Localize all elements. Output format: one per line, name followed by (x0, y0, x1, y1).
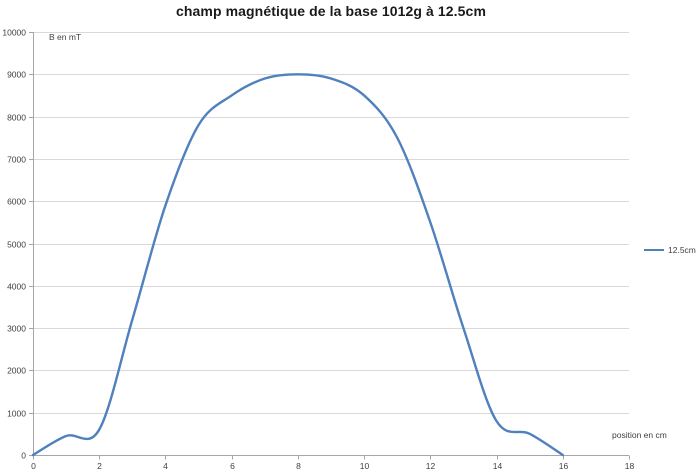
legend: 12.5cm (644, 244, 696, 256)
legend-series-swatch (644, 248, 664, 252)
x-tick-label: 18 (625, 461, 635, 471)
x-tick-label: 8 (296, 461, 301, 471)
series-line (31, 73, 564, 457)
y-tick-label: 4000 (7, 282, 26, 292)
legend-series-label: 12.5cm (668, 245, 696, 255)
y-tick-label: 5000 (7, 240, 26, 250)
x-tick-label: 10 (360, 461, 370, 471)
chart-title: champ magnétique de la base 1012g à 12.5… (175, 3, 486, 19)
y-tick-label: 1000 (7, 409, 26, 419)
y-tick-label: 3000 (7, 324, 26, 334)
x-tick-label: 4 (163, 461, 168, 471)
y-tick-label: 7000 (7, 155, 26, 165)
x-tick-label: 2 (97, 461, 102, 471)
x-tick-label: 12 (426, 461, 436, 471)
y-tick-label: 8000 (7, 113, 26, 123)
y-tick-label: 2000 (7, 366, 26, 376)
x-tick-label: 14 (493, 461, 503, 471)
y-tick-label: 9000 (7, 70, 26, 80)
x-axis-title: position en cm (612, 430, 667, 440)
x-tick-label: 6 (230, 461, 235, 471)
x-tick-label: 0 (31, 461, 36, 471)
y-tick-label: 6000 (7, 197, 26, 207)
y-axis-title: B en mT (49, 32, 82, 42)
y-tick-label: 0 (21, 451, 26, 461)
x-tick-label: 16 (559, 461, 569, 471)
y-tick-label: 10000 (2, 28, 26, 38)
